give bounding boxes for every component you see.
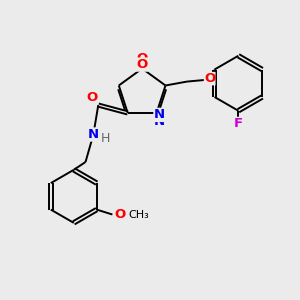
Text: N: N bbox=[154, 115, 165, 128]
Text: F: F bbox=[234, 117, 243, 130]
Text: O: O bbox=[136, 58, 148, 71]
Text: N: N bbox=[154, 108, 165, 122]
Text: H: H bbox=[100, 132, 110, 145]
Text: O: O bbox=[114, 208, 126, 221]
Text: O: O bbox=[204, 72, 215, 85]
Text: O: O bbox=[87, 91, 98, 104]
Text: N: N bbox=[88, 128, 99, 141]
Text: O: O bbox=[136, 52, 148, 64]
Text: CH₃: CH₃ bbox=[128, 209, 149, 220]
